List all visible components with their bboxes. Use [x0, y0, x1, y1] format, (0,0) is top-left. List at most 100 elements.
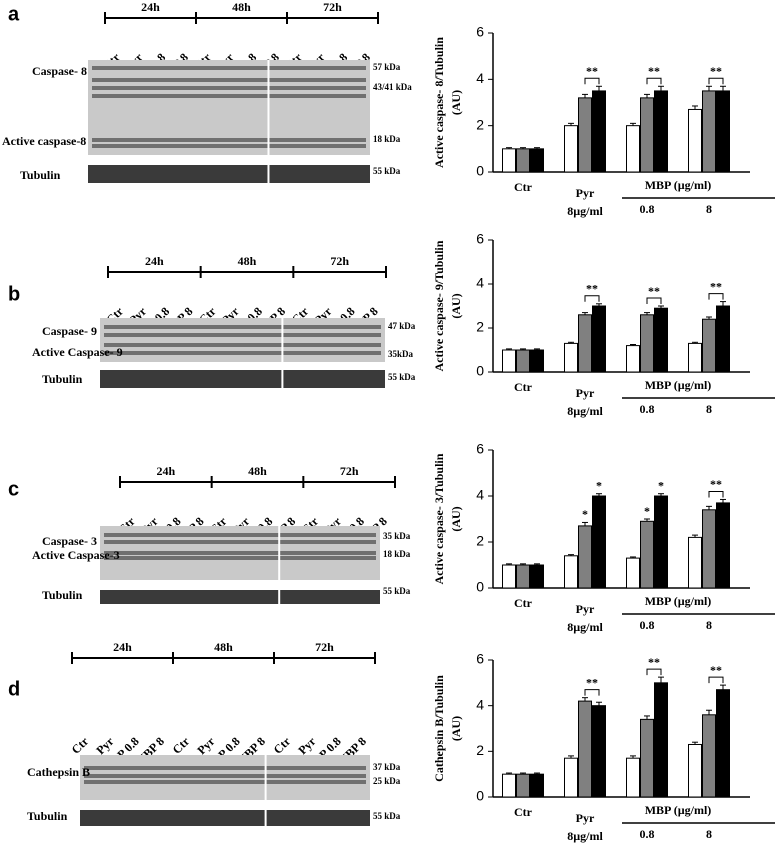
- y-axis-title: (AU): [449, 716, 463, 741]
- bar: [688, 108, 702, 173]
- bar: [716, 502, 730, 589]
- blot-band: [104, 551, 376, 555]
- kda-marker: 37 kDa: [373, 762, 401, 772]
- blot-band: [104, 333, 381, 337]
- bar: [530, 349, 544, 373]
- blot-image: [100, 318, 385, 362]
- bar: [688, 743, 702, 798]
- significance-bracket: [584, 77, 600, 85]
- bar: [702, 509, 716, 589]
- panel-letter: d: [8, 678, 20, 700]
- time-label: 48h: [214, 640, 233, 654]
- protein-label: Caspase- 9: [42, 324, 97, 338]
- y-tick-label: 4: [476, 70, 484, 86]
- significance: *: [658, 478, 664, 492]
- protein-label: Caspase- 3: [42, 534, 97, 548]
- x-tick-label: 0.8: [640, 827, 655, 841]
- significance: *: [644, 504, 650, 518]
- x-tick-label: 8: [706, 202, 712, 216]
- bar: [688, 536, 702, 589]
- bar: [626, 125, 640, 173]
- x-sublabel: 8µg/ml: [567, 204, 603, 218]
- bar: [530, 773, 544, 798]
- bar: [530, 564, 544, 589]
- x-tick-label: 8: [706, 618, 712, 632]
- bar: [654, 90, 668, 173]
- kda-marker: 47 kDa: [388, 321, 416, 331]
- x-tick-label: 0.8: [640, 402, 655, 416]
- bar: [530, 148, 544, 173]
- time-label: 24h: [156, 464, 175, 478]
- significance-bracket: [584, 689, 600, 696]
- significance-bracket: [584, 295, 600, 302]
- kda-marker: 25 kDa: [373, 776, 401, 786]
- kda-marker: 18 kDa: [373, 134, 401, 144]
- y-tick-label: 4: [476, 487, 484, 503]
- bar: [516, 773, 530, 798]
- bar: [654, 495, 668, 589]
- time-label: 48h: [232, 0, 251, 14]
- time-label: 72h: [340, 464, 359, 478]
- significance: **: [648, 284, 660, 298]
- kda-marker: 55 kDa: [373, 166, 401, 176]
- bar: [654, 307, 668, 373]
- kda-marker: 55 kDa: [383, 586, 411, 596]
- x-tick-label: Ctr: [514, 805, 533, 819]
- significance: **: [648, 655, 660, 669]
- y-tick-label: 4: [476, 275, 484, 291]
- blot-band: [92, 86, 366, 90]
- blot-band: [104, 556, 376, 560]
- kda-marker: 18 kDa: [383, 549, 411, 559]
- x-tick-label: 8: [706, 827, 712, 841]
- bar: [502, 349, 516, 373]
- significance: **: [648, 64, 660, 78]
- y-tick-label: 6: [476, 231, 484, 247]
- significance-bracket: [646, 668, 662, 676]
- blot-band: [92, 66, 366, 70]
- protein-label: Cathepsin B: [27, 765, 90, 779]
- bar: [654, 682, 668, 798]
- blot-band: [104, 343, 381, 347]
- bar: [578, 700, 592, 798]
- kda-marker: 35kDa: [388, 349, 414, 359]
- blot-band: [104, 533, 376, 537]
- group-label: MBP (µg/ml): [645, 594, 712, 608]
- bar: [640, 314, 654, 373]
- bar: [702, 318, 716, 373]
- y-tick-label: 0: [476, 788, 484, 804]
- significance-bracket: [708, 490, 724, 498]
- significance-bracket: [646, 77, 662, 85]
- y-axis-title: (AU): [449, 90, 463, 115]
- bar: [564, 125, 578, 173]
- bar: [626, 345, 640, 373]
- significance: **: [586, 282, 598, 296]
- y-tick-label: 6: [476, 24, 484, 40]
- bar: [640, 520, 654, 589]
- time-label: 72h: [315, 640, 334, 654]
- bar: [516, 564, 530, 589]
- bar: [502, 564, 516, 589]
- blot-band: [104, 540, 376, 544]
- blot-band: [92, 144, 366, 148]
- significance: **: [586, 675, 598, 689]
- bar: [564, 757, 578, 798]
- protein-label: Active Caspase- 9: [32, 345, 123, 359]
- y-tick-label: 2: [476, 116, 484, 132]
- time-label: 72h: [330, 254, 349, 268]
- tubulin-band: [100, 370, 385, 388]
- kda-marker: 43/41 kDa: [373, 82, 412, 92]
- bar: [502, 773, 516, 798]
- blot-band: [92, 138, 366, 142]
- x-sublabel: 8µg/ml: [567, 829, 603, 843]
- bar: [716, 305, 730, 373]
- protein-label: Active caspase-8: [2, 134, 86, 148]
- bar: [516, 148, 530, 173]
- y-tick-label: 4: [476, 696, 484, 712]
- y-tick-label: 0: [476, 579, 484, 595]
- significance-bracket: [708, 293, 724, 300]
- significance: **: [710, 663, 722, 677]
- y-axis-title: Cathepsin B/Tubulin: [432, 675, 446, 782]
- significance: **: [586, 64, 598, 78]
- tubulin-band: [100, 590, 380, 604]
- blot-band: [104, 351, 381, 355]
